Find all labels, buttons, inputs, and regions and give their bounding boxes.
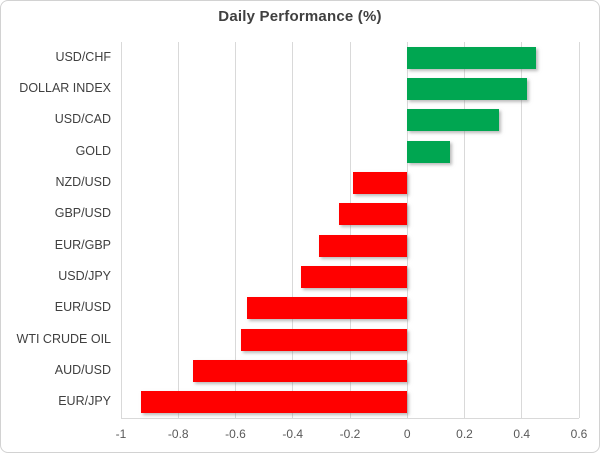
category-label-gbp-usd: GBP/USD [54,206,111,221]
category-label-gold: GOLD [75,143,111,158]
gridline [292,42,294,418]
bar-dollar-index [407,78,528,100]
bar-wti-crude-oil [241,328,408,351]
chart-title: Daily Performance (%) [218,8,382,25]
bar-usd-cad [407,109,499,132]
category-label-aud-usd: AUD/USD [54,363,111,377]
category-label-nzd-usd: NZD/USD [55,175,111,189]
category-label-usd-cad: USD/CAD [54,112,111,127]
x-tick-label-0p4: 0.4 [513,427,531,441]
category-label-eur-usd: EUR/USD [54,300,111,315]
category-label-dollar-index: DOLLAR INDEX [19,81,111,95]
x-tick-label-neg0p4: -0.4 [282,427,304,441]
x-tick-label-neg0p8: -0.8 [167,427,189,441]
bar-eur-gbp [318,234,408,257]
x-tick-label-0p2: 0.2 [456,427,473,441]
gridline [464,42,465,418]
bar-eur-usd [246,297,408,320]
gridline [235,42,236,418]
gridline [578,42,580,418]
x-tick-label-0: 0 [403,427,411,441]
category-label-usd-jpy: USD/JPY [58,269,111,283]
x-tick-label-neg1: -1 [115,427,127,441]
gridline [521,42,523,418]
category-label-eur-gbp: EUR/GBP [54,237,111,252]
category-label-eur-jpy: EUR/JPY [58,394,111,409]
x-axis-line [121,418,579,419]
gridline [349,42,351,418]
bar-nzd-usd [352,172,408,194]
bar-gold [407,140,451,163]
gridline [177,42,179,418]
bar-usd-chf [407,46,537,69]
x-tick-label-neg0p6: -0.6 [225,427,246,441]
bar-usd-jpy [301,266,408,288]
gridline [120,42,122,418]
x-tick-label-neg0p2: -0.2 [339,427,361,441]
bar-aud-usd [192,360,408,382]
bar-gbp-usd [338,203,408,226]
category-label-wti-crude-oil: WTI CRUDE OIL [16,331,111,346]
bar-eur-jpy [141,391,408,414]
zero-gridline [406,42,408,418]
x-tick-label-0p6: 0.6 [570,427,588,441]
category-label-usd-chf: USD/CHF [55,49,111,64]
